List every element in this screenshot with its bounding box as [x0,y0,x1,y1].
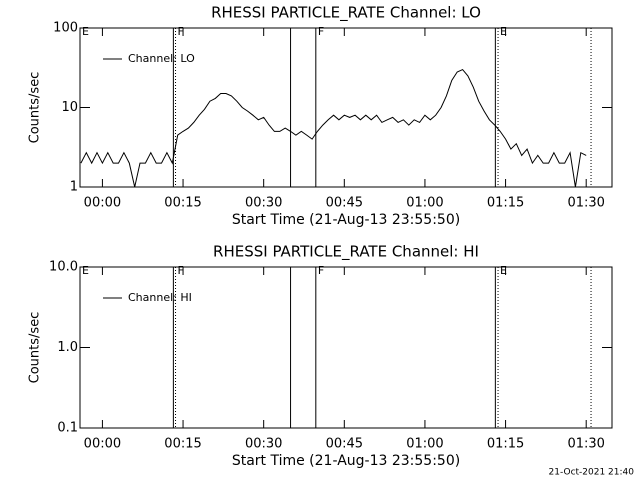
legend-label: Channel: LO [128,52,195,65]
marker-label: E [82,25,89,38]
x-tick-label: 00:00 [84,196,121,211]
y-tick-label: 100 [53,21,78,36]
y-axis-label: Counts/sec [28,72,43,144]
chart-title: RHESSI PARTICLE_RATE Channel: HI [213,243,479,262]
x-tick-label: 00:45 [326,196,363,211]
x-axis-label: Start Time (21-Aug-13 23:55:50) [232,453,460,469]
marker-label: F [318,264,324,277]
x-tick-label: 00:15 [164,437,201,452]
y-tick-label: 0.1 [57,421,78,436]
x-tick-label: 01:15 [487,196,524,211]
x-axis-label: Start Time (21-Aug-13 23:55:50) [232,212,460,228]
marker-label: E [500,264,507,277]
marker-label: F [178,25,184,38]
y-axis-label: Counts/sec [28,312,43,384]
x-tick-label: 00:00 [84,437,121,452]
data-line [80,68,587,188]
footer: 21-Oct-2021 21:40 [549,468,635,478]
y-tick-label: 10.0 [49,260,78,275]
marker-label: E [82,264,89,277]
marker-label: F [178,264,184,277]
chart-title: RHESSI PARTICLE_RATE Channel: LO [211,4,481,23]
x-tick-label: 00:30 [245,196,282,211]
x-tick-label: 01:00 [406,196,443,211]
x-tick-label: 01:30 [567,196,604,211]
x-tick-label: 01:15 [487,437,524,452]
marker-label: E [500,25,507,38]
y-tick-label: 1 [70,180,78,195]
marker-label: F [318,25,324,38]
x-tick-label: 00:30 [245,437,282,452]
legend-label: Channel: HI [128,291,192,304]
x-tick-label: 01:30 [567,437,604,452]
x-tick-label: 00:15 [164,196,201,211]
x-tick-label: 01:00 [406,437,443,452]
x-tick-label: 00:45 [326,437,363,452]
y-tick-label: 10 [61,100,78,115]
y-tick-label: 1.0 [57,340,78,355]
